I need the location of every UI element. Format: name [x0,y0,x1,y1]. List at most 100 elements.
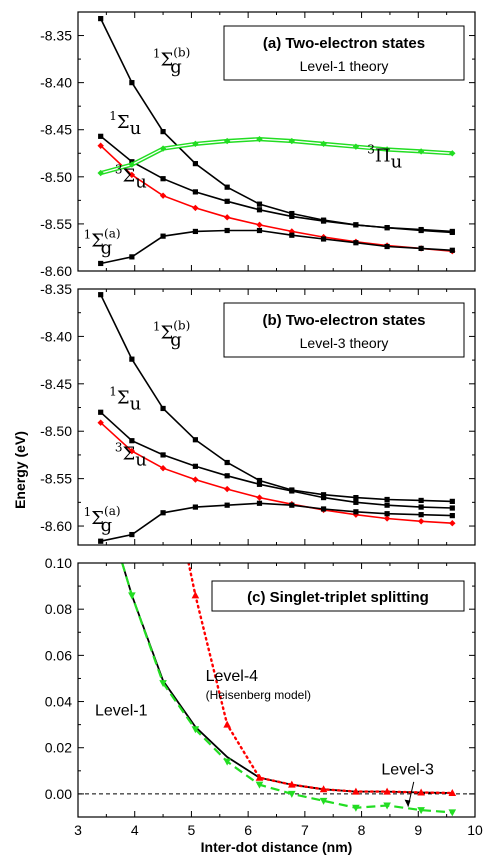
data-point [224,502,230,508]
state-label-subscript: u [130,118,142,139]
data-point [224,227,230,234]
data-point [320,494,327,501]
state-label-multiplicity: 1 [84,228,92,242]
data-point [255,781,264,789]
y-tick-label: -8.50 [40,423,72,439]
data-point [353,240,359,246]
panel-c: 0.00 0.02 0.04 0.06 0.08 0.10 3 4 5 6 7 8 9 10 Inter-d… [45,555,483,855]
data-point [98,409,104,415]
data-point [256,201,263,207]
data-point [192,204,199,212]
series-line-0 [99,294,453,503]
y-tick-label: -8.45 [40,376,72,392]
data-point [289,210,295,217]
data-point [128,447,136,455]
plot-frame [77,562,476,818]
panel-title: (c) Singlet-triplet splitting [247,589,429,606]
data-point [224,198,230,204]
state-label: 1Σu [109,109,141,139]
x-tick-label: 5 [188,822,196,838]
data-point [160,405,166,412]
state-label: 3Σu [115,163,147,193]
data-point [320,218,327,224]
data-point [224,184,230,190]
data-point [98,15,104,22]
state-label-subscript: g [170,57,182,78]
data-point [418,497,424,504]
data-point [418,504,424,510]
title-box [223,25,465,81]
data-point [223,758,231,766]
data-point [289,488,295,494]
y-tick-label: -8.50 [40,169,72,185]
state-label: 1Σ(a) g [84,227,121,259]
data-point [449,228,455,235]
data-point [256,477,263,484]
data-point [319,785,328,793]
panel-b: -8.35 -8.40 -8.45 -8.50 -8.55 -8.60 (b) Two-el… [40,281,476,546]
data-point [256,494,263,501]
data-point [320,492,327,498]
state-label: 1Σ(b) g [153,46,190,78]
state-label-subscript: g [170,329,182,350]
state-label-multiplicity: 3 [367,143,375,157]
data-point [383,515,391,522]
data-point [224,473,230,479]
data-point [320,506,327,512]
data-point [384,511,390,517]
state-label-superscript: (a) [104,227,121,241]
data-point [417,148,425,155]
y-tick-label: -8.55 [40,471,72,487]
shared-y-axis-label: Energy (eV) [12,431,28,509]
x-tick-label: 6 [244,822,252,838]
panel-title: (b) Two-electron states [262,312,425,329]
state-label-superscript: (a) [104,504,121,518]
data-point [448,788,457,796]
state-label-symbol: Σ [123,444,136,465]
data-point [256,481,263,487]
data-point [352,804,360,812]
title-box [223,302,465,358]
plot-frame [77,11,476,272]
data-point [417,788,425,796]
data-point [320,236,327,242]
data-point [417,807,425,815]
data-point [449,519,456,527]
panel-title: (a) Two-electron states [263,35,425,52]
data-point [223,720,231,728]
state-label-superscript: (b) [173,46,190,60]
data-point [418,226,424,233]
x-tick-label: 9 [414,822,422,838]
data-point [129,254,135,260]
data-point [288,790,296,798]
data-point [159,145,167,152]
plot-area [97,15,456,267]
state-label-symbol: Σ [117,388,130,409]
panel-subtitle: Level-3 theory [300,335,389,351]
data-point [192,476,199,483]
data-point [417,518,425,525]
state-label-multiplicity: 1 [109,385,117,399]
data-point [192,161,198,167]
data-point [256,135,263,143]
data-point [160,129,166,135]
data-point [288,780,296,788]
data-point [223,137,231,145]
data-point [289,232,295,238]
title-box [211,580,465,612]
data-point [319,797,328,805]
data-point [353,499,359,505]
series-line-2 [121,563,453,814]
y-tick-label: -8.40 [40,328,72,344]
x-tick-label: 4 [131,822,139,838]
y-tick-label: -8.60 [40,263,72,279]
level-3-arrowhead [404,799,411,807]
data-point [449,513,455,519]
state-label-subscript: g [101,238,113,259]
data-point [159,680,167,688]
data-point [353,494,359,501]
state-label-subscript: g [101,515,113,536]
state-label: 3Πu [367,143,402,173]
data-point [320,140,327,148]
data-point [449,498,455,504]
